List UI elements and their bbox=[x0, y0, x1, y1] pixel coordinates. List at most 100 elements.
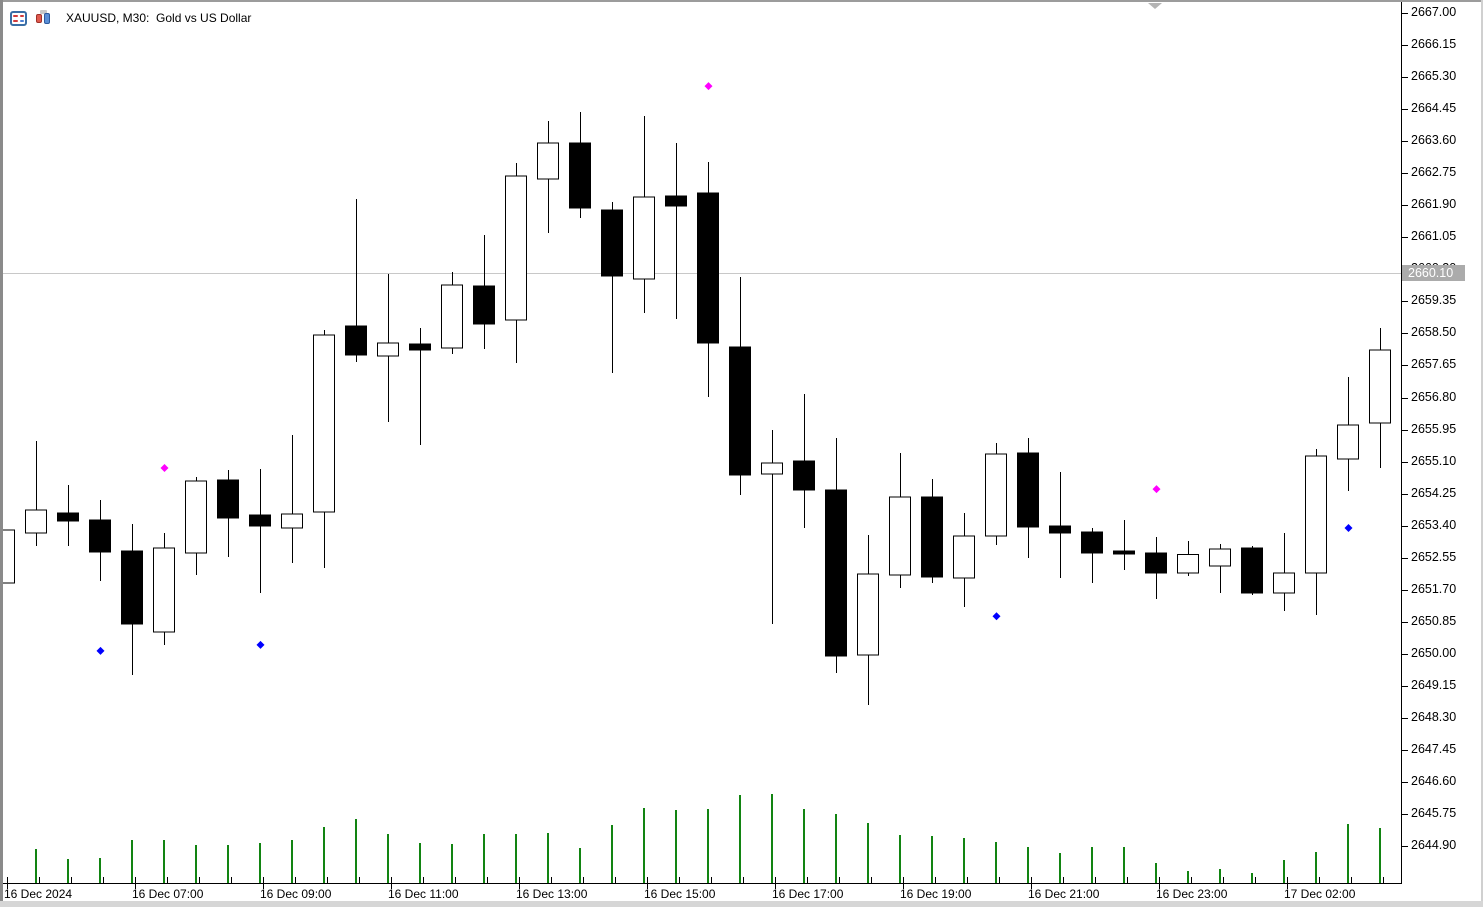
candle-body bbox=[57, 512, 79, 522]
candle-body bbox=[505, 175, 527, 321]
volume-bar bbox=[355, 819, 357, 883]
volume-bar bbox=[547, 833, 549, 883]
volume-bar bbox=[1059, 853, 1061, 883]
price-chart-canvas[interactable] bbox=[0, 0, 1402, 890]
volume-bar bbox=[419, 843, 421, 883]
volume-bar bbox=[227, 845, 229, 883]
volume-bar bbox=[451, 844, 453, 883]
time-major-tick bbox=[135, 884, 136, 889]
price-tick bbox=[1402, 109, 1408, 110]
chart-title-row: XAUUSD, M30: Gold vs US Dollar bbox=[10, 9, 251, 27]
chart-icon[interactable] bbox=[35, 10, 52, 26]
volume-bar bbox=[835, 814, 837, 883]
volume-bar bbox=[899, 835, 901, 883]
price-tick bbox=[1402, 173, 1408, 174]
candle-body bbox=[1209, 548, 1231, 567]
price-tick-label: 2648.30 bbox=[1411, 710, 1457, 724]
time-major-tick bbox=[519, 884, 520, 889]
fractal-up-marker bbox=[704, 82, 713, 91]
time-tick-label: 16 Dec 2024 bbox=[4, 887, 73, 901]
candle-body bbox=[985, 453, 1007, 537]
time-major-tick bbox=[647, 884, 648, 889]
candle-body bbox=[1241, 547, 1263, 594]
market-watch-icon[interactable] bbox=[10, 10, 27, 26]
volume-bar bbox=[867, 823, 869, 883]
candle-body bbox=[857, 573, 879, 656]
price-tick bbox=[1402, 462, 1408, 463]
price-tick bbox=[1402, 814, 1408, 815]
window-border-right bbox=[1481, 0, 1483, 907]
volume-bar bbox=[643, 808, 645, 883]
volume-bar bbox=[1027, 847, 1029, 883]
price-tick bbox=[1402, 590, 1408, 591]
price-tick bbox=[1402, 205, 1408, 206]
price-tick-label: 2661.05 bbox=[1411, 229, 1457, 243]
volume-bar bbox=[35, 849, 37, 883]
chevron-down-icon[interactable] bbox=[1148, 3, 1162, 9]
fractal-down-marker bbox=[96, 646, 105, 655]
candle-body bbox=[281, 513, 303, 529]
price-tick bbox=[1402, 686, 1408, 687]
price-tick bbox=[1402, 718, 1408, 719]
volume-bar bbox=[611, 825, 613, 883]
time-major-tick bbox=[1159, 884, 1160, 889]
volume-bar bbox=[803, 809, 805, 883]
fractal-down-marker bbox=[256, 640, 265, 649]
candle-body bbox=[761, 462, 783, 475]
volume-bar bbox=[1315, 852, 1317, 883]
volume-bar bbox=[1347, 824, 1349, 883]
candle-body bbox=[409, 343, 431, 351]
volume-bar bbox=[1251, 873, 1253, 883]
candle-body bbox=[1017, 452, 1039, 528]
price-tick-label: 2667.00 bbox=[1411, 5, 1457, 19]
candle-body bbox=[921, 496, 943, 578]
volume-bar bbox=[515, 834, 517, 883]
price-tick bbox=[1402, 237, 1408, 238]
candle-body bbox=[0, 529, 15, 584]
candle-body bbox=[1273, 572, 1295, 594]
price-tick-label: 2655.10 bbox=[1411, 454, 1457, 468]
candle-body bbox=[377, 342, 399, 357]
price-tick bbox=[1402, 526, 1408, 527]
price-tick-label: 2646.60 bbox=[1411, 774, 1457, 788]
volume-bar bbox=[259, 843, 261, 883]
time-tick-label: 16 Dec 07:00 bbox=[132, 887, 204, 901]
time-major-tick bbox=[775, 884, 776, 889]
candle-body bbox=[1145, 552, 1167, 574]
candle-body bbox=[729, 346, 751, 476]
price-tick bbox=[1402, 13, 1408, 14]
price-tick bbox=[1402, 365, 1408, 366]
time-tick-label: 16 Dec 23:00 bbox=[1156, 887, 1228, 901]
price-tick-label: 2650.85 bbox=[1411, 614, 1457, 628]
volume-bar bbox=[675, 810, 677, 883]
price-tick-label: 2657.65 bbox=[1411, 357, 1457, 371]
volume-bar bbox=[99, 858, 101, 883]
price-tick-label: 2645.75 bbox=[1411, 806, 1457, 820]
candle-body bbox=[1113, 550, 1135, 555]
fractal-down-marker bbox=[1344, 523, 1353, 532]
volume-bar bbox=[483, 834, 485, 883]
price-tick-label: 2654.25 bbox=[1411, 486, 1457, 500]
price-axis[interactable]: 2667.00 2666.15 2665.30 2664.45 2663.60 2662.… bbox=[1401, 0, 1483, 889]
price-tick-label: 2666.15 bbox=[1411, 37, 1457, 51]
price-tick bbox=[1402, 430, 1408, 431]
price-tick-label: 2659.35 bbox=[1411, 293, 1457, 307]
time-major-tick bbox=[263, 884, 264, 889]
price-tick bbox=[1402, 494, 1408, 495]
candle-body bbox=[633, 196, 655, 280]
candle-body bbox=[889, 496, 911, 576]
price-tick-label: 2644.90 bbox=[1411, 838, 1457, 852]
candle-body bbox=[1305, 455, 1327, 574]
candle-body bbox=[825, 489, 847, 657]
volume-bar bbox=[323, 827, 325, 883]
time-axis[interactable]: 16 Dec 2024 16 Dec 07:00 16 Dec 09:00 16 De… bbox=[0, 883, 1402, 901]
time-tick-label: 16 Dec 21:00 bbox=[1028, 887, 1100, 901]
window-border-top bbox=[0, 0, 1483, 2]
price-tick bbox=[1402, 77, 1408, 78]
volume-bar bbox=[387, 834, 389, 883]
volume-bar bbox=[579, 848, 581, 883]
candle-body bbox=[345, 325, 367, 356]
candle-body bbox=[313, 334, 335, 513]
fractal-down-marker bbox=[992, 612, 1001, 621]
